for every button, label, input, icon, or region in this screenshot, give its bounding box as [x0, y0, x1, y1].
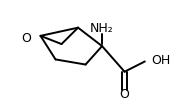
Text: O: O — [120, 88, 130, 101]
Text: OH: OH — [151, 54, 170, 67]
Text: NH₂: NH₂ — [90, 22, 114, 35]
Text: O: O — [21, 32, 31, 45]
